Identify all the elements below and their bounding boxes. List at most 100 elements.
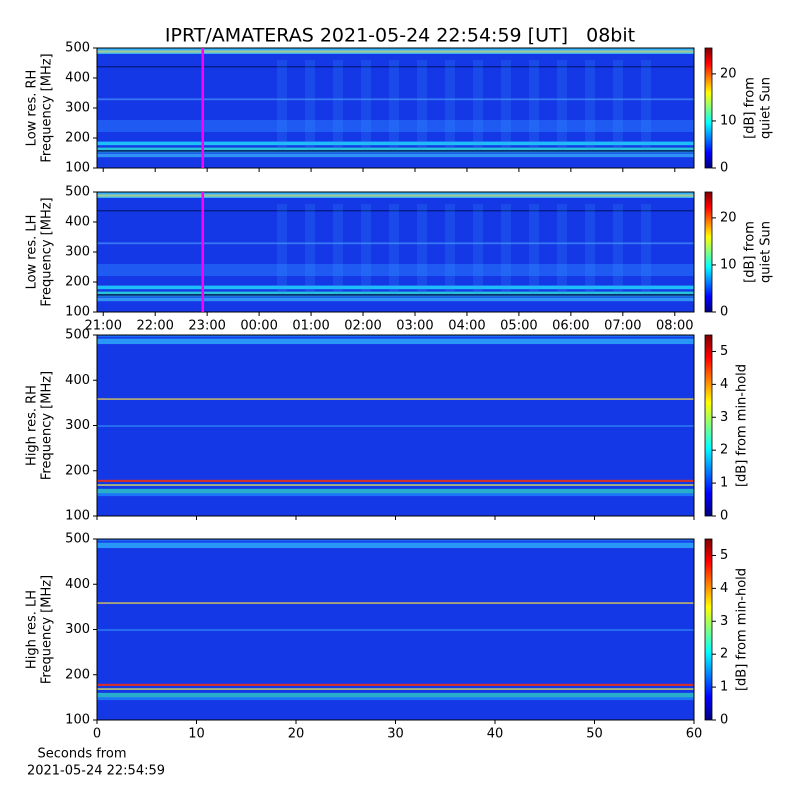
spectrogram-band bbox=[97, 264, 694, 276]
spectrogram-band bbox=[97, 488, 694, 494]
y-tick-label: 400 bbox=[65, 71, 90, 86]
colorbar-tick-label: 5 bbox=[720, 548, 728, 563]
y-tick-label: 300 bbox=[65, 622, 90, 637]
colorbar-tick-label: 20 bbox=[720, 66, 737, 81]
spectrogram-band bbox=[97, 338, 694, 345]
spectrogram-band bbox=[97, 98, 694, 101]
x-tick-label: 21:00 bbox=[85, 319, 122, 334]
spectrogram-band bbox=[97, 285, 694, 290]
spectrogram-band bbox=[97, 692, 694, 698]
colorbar-tick-label: 20 bbox=[720, 210, 737, 225]
x-axis-label: 2021-05-24 22:54:59 bbox=[27, 764, 165, 779]
colorbar-tick-label: 0 bbox=[720, 161, 728, 176]
x-tick-label: 22:00 bbox=[136, 319, 173, 334]
spectrogram-band bbox=[97, 66, 694, 68]
y-tick-label: 400 bbox=[65, 373, 90, 388]
x-axis-label: Seconds from bbox=[37, 747, 126, 762]
spectrogram-band bbox=[557, 60, 567, 150]
y-tick-label: 200 bbox=[65, 667, 90, 682]
spectrogram-band bbox=[97, 194, 694, 197]
spectrogram-band bbox=[529, 60, 539, 150]
colorbar-tick-label: 5 bbox=[720, 344, 728, 359]
colorbar bbox=[704, 334, 713, 517]
y-tick-label: 400 bbox=[65, 215, 90, 230]
chart-title: IPRT/AMATERAS 2021-05-24 22:54:59 [UT] 0… bbox=[165, 25, 635, 47]
spectrogram-band bbox=[97, 242, 694, 245]
spectrogram-band bbox=[389, 60, 399, 150]
y-tick-label: 300 bbox=[65, 101, 90, 116]
colorbar bbox=[704, 47, 713, 169]
y-tick-label: 200 bbox=[65, 131, 90, 146]
y-tick-label: 100 bbox=[65, 161, 90, 176]
colorbar-tick-label: 3 bbox=[720, 614, 728, 629]
spectrogram-band bbox=[529, 204, 539, 294]
spectrogram-band bbox=[97, 542, 694, 549]
spectrogram-band bbox=[557, 204, 567, 294]
spectrogram-band bbox=[97, 425, 694, 427]
x-tick-label: 05:00 bbox=[500, 319, 537, 334]
x-tick-label: 0 bbox=[93, 727, 101, 742]
spectrogram-band bbox=[361, 60, 371, 150]
x-tick-label: 60 bbox=[686, 727, 703, 742]
colorbar-label: quiet Sun bbox=[759, 221, 774, 283]
spectrogram-band bbox=[97, 150, 694, 152]
colorbar-label: [dB] from bbox=[743, 221, 758, 283]
y-tick-label: 300 bbox=[65, 245, 90, 260]
spectrogram-band bbox=[97, 153, 694, 158]
x-tick-label: 03:00 bbox=[396, 319, 433, 334]
spectrogram-band bbox=[97, 539, 694, 542]
colorbar-tick-label: 10 bbox=[720, 257, 737, 272]
x-tick-label: 20 bbox=[288, 727, 305, 742]
spectrogram-band bbox=[445, 204, 455, 294]
colorbar-label: quiet Sun bbox=[759, 77, 774, 139]
spectrogram-band bbox=[333, 60, 343, 150]
x-tick-label: 30 bbox=[387, 727, 404, 742]
spectrogram-band bbox=[613, 60, 623, 150]
colorbar-tick-label: 0 bbox=[720, 509, 728, 524]
spectrogram-band bbox=[501, 204, 511, 294]
y-tick-label: 500 bbox=[65, 328, 90, 343]
colorbar bbox=[704, 538, 713, 721]
spectrogram-band bbox=[585, 204, 595, 294]
colorbar-tick-label: 3 bbox=[720, 410, 728, 425]
spectrogram-band bbox=[97, 493, 694, 497]
y-tick-label: 400 bbox=[65, 577, 90, 592]
spectrogram-band bbox=[97, 688, 694, 690]
spectrogram-band bbox=[97, 398, 694, 400]
spectrogram-band bbox=[417, 60, 427, 150]
y-axis-label: High res. RH bbox=[25, 385, 40, 466]
y-tick-label: 100 bbox=[65, 509, 90, 524]
spectrogram-band bbox=[97, 683, 694, 686]
y-axis-label: Frequency [MHz] bbox=[40, 371, 55, 480]
spectrogram-band bbox=[389, 204, 399, 294]
spectrogram-band bbox=[97, 335, 694, 338]
colorbar-tick-label: 1 bbox=[720, 476, 728, 491]
colorbar-tick-label: 4 bbox=[720, 377, 728, 392]
colorbar-tick-label: 2 bbox=[720, 443, 728, 458]
y-axis-label: Frequency [MHz] bbox=[40, 53, 55, 162]
spectrogram-band bbox=[97, 297, 694, 302]
y-axis-label: Low res. LH bbox=[25, 215, 40, 290]
x-tick-label: 02:00 bbox=[344, 319, 381, 334]
y-tick-label: 100 bbox=[65, 713, 90, 728]
x-tick-label: 04:00 bbox=[448, 319, 485, 334]
spectrogram-band bbox=[473, 60, 483, 150]
spectrogram-band bbox=[97, 484, 694, 486]
spectrogram-band bbox=[641, 60, 651, 150]
x-tick-label: 01:00 bbox=[292, 319, 329, 334]
spectrogram-band bbox=[97, 50, 694, 53]
colorbar-label: [dB] from min-hold bbox=[735, 364, 750, 487]
y-tick-label: 100 bbox=[65, 305, 90, 320]
y-tick-label: 500 bbox=[65, 41, 90, 56]
y-tick-label: 300 bbox=[65, 418, 90, 433]
x-tick-label: 06:00 bbox=[552, 319, 589, 334]
colorbar-tick-label: 2 bbox=[720, 647, 728, 662]
y-tick-label: 200 bbox=[65, 463, 90, 478]
spectrogram-band bbox=[97, 479, 694, 482]
y-axis-label: Frequency [MHz] bbox=[40, 197, 55, 306]
spectrogram-band bbox=[501, 60, 511, 150]
spectrogram-band bbox=[97, 210, 694, 212]
colorbar bbox=[704, 191, 713, 313]
colorbar-tick-label: 10 bbox=[720, 113, 737, 128]
x-tick-label: 50 bbox=[586, 727, 603, 742]
